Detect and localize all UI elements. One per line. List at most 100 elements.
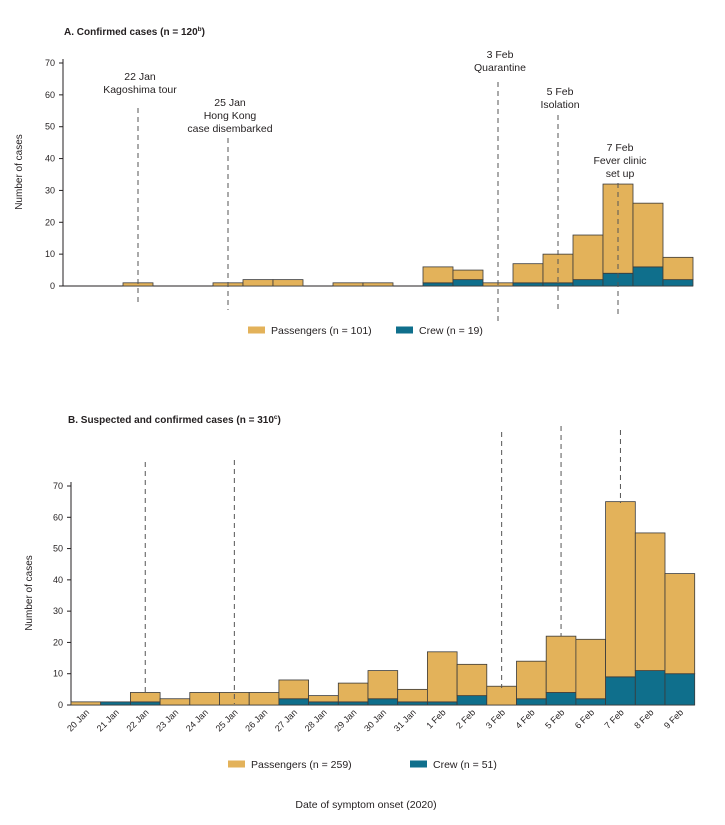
panel-b-legend-swatch-crew xyxy=(410,760,427,768)
panel-b-bar-crew xyxy=(634,670,666,706)
panel-b-bar-passengers xyxy=(308,695,339,703)
panel-b-x-tick-label: 22 Jan xyxy=(124,707,150,733)
panel-b-x-tick-label: 2 Feb xyxy=(454,707,477,730)
panel-a-event-annotation-line: Hong Kong xyxy=(204,110,257,122)
panel-a-y-tick-label: 30 xyxy=(45,185,55,195)
panel-a-event-annotation-line: 7 Feb xyxy=(607,142,634,154)
panel-a-event-annotation: 5 Feb Isolation xyxy=(540,86,579,111)
panel-b-x-tick-label: 3 Feb xyxy=(484,707,507,730)
panel-b-bar-crew xyxy=(516,698,547,706)
panel-a-bar-passengers xyxy=(242,279,274,287)
panel-a-event-annotation: 3 Feb Quarantine xyxy=(474,49,526,74)
panel-b-x-tick-label: 20 Jan xyxy=(65,707,91,733)
panel-b-bar-passengers xyxy=(605,501,636,678)
panel-b-legend-swatch-passengers xyxy=(228,760,245,768)
panel-a-bar-passengers xyxy=(362,282,394,287)
panel-b-y-tick-label: 30 xyxy=(53,606,63,616)
panel-a-bar-passengers xyxy=(512,263,544,284)
panel-b-bar-passengers xyxy=(397,688,428,703)
panel-b-x-tick-label: 4 Feb xyxy=(513,707,536,730)
panel-b-bar-passengers xyxy=(367,670,399,700)
panel-b-x-tick-label: 27 Jan xyxy=(273,707,299,733)
panel-a-y-tick-label: 10 xyxy=(45,249,55,259)
panel-b-bar-crew xyxy=(367,698,399,706)
panel-b-x-tick-label: 21 Jan xyxy=(95,707,121,733)
panel-b-bar-passengers xyxy=(278,679,309,700)
panel-b-bar-crew xyxy=(308,701,339,706)
panel-b-bar-crew xyxy=(129,701,161,706)
panel-b-y-tick-label: 50 xyxy=(53,544,63,554)
panel-b-bar-crew xyxy=(575,698,607,706)
panel-a-plot: 0 10 20 30 40 50 60 70 22 Jan Kagoshima tour 25 Ja… xyxy=(45,49,694,322)
panel-b-y-tick-label: 0 xyxy=(58,700,63,710)
panel-b-bar-passengers xyxy=(189,692,220,706)
panel-a-event-annotation: 22 Jan Kagoshima tour xyxy=(103,71,177,96)
panel-b-bar-passengers xyxy=(486,685,517,706)
panel-b-bar-passengers xyxy=(545,635,577,693)
panel-a-y-tick-label: 0 xyxy=(50,281,55,291)
panel-b-bar-crew xyxy=(426,701,458,706)
panel-b-x-tick-label: 23 Jan xyxy=(154,707,180,733)
panel-a-event-annotation: 25 Jan Hong Kong case disembarked xyxy=(187,97,272,135)
panel-a-event-annotation-line: set up xyxy=(606,168,635,180)
panel-a-bar-crew xyxy=(662,279,694,287)
panel-a-legend-swatch-crew xyxy=(396,326,413,334)
panel-b-y-tick-label: 40 xyxy=(53,575,63,585)
panel-a-bar-crew xyxy=(572,279,604,287)
panel-a-bar-passengers xyxy=(332,282,364,287)
panel-a-legend-swatch-passengers xyxy=(248,326,265,334)
panel-b-bar-passengers xyxy=(664,573,696,675)
panel-b-bar-crew xyxy=(545,692,577,706)
panel-a-bar-crew xyxy=(632,266,664,287)
panel-a-event-annotation: 7 Feb Fever clinic set up xyxy=(593,142,646,180)
panel-a-event-annotation-line: Quarantine xyxy=(474,62,526,74)
panel-b-title: B. Suspected and confirmed cases (n = 31… xyxy=(68,414,281,426)
panel-a-legend-label-passengers: Passengers (n = 101) xyxy=(271,325,372,337)
panel-a-bar-crew xyxy=(512,282,544,287)
panel-a-y-tick-label: 70 xyxy=(45,58,55,68)
panel-a-bar-passengers xyxy=(662,256,694,281)
panel-a-title: A. Confirmed cases (n = 120b) xyxy=(64,26,205,38)
panel-b-bar-crew xyxy=(100,701,131,706)
panel-b-bar-passengers xyxy=(248,692,280,706)
panel-b-bar-passengers xyxy=(426,651,458,703)
panel-a-event-annotation-line: Isolation xyxy=(540,99,579,111)
panel-b-x-tick-label: 28 Jan xyxy=(303,707,329,733)
panel-a-y-tick-label: 40 xyxy=(45,154,55,164)
panel-b-y-tick-label: 70 xyxy=(53,481,63,491)
panel-b-bar-passengers xyxy=(337,682,369,703)
panel-a-event-annotation-line: 5 Feb xyxy=(547,86,574,98)
panel-a-bar-passengers xyxy=(572,234,604,281)
panel-b-x-tick-label: 7 Feb xyxy=(603,707,626,730)
panel-b-x-tick-label: 1 Feb xyxy=(424,707,447,730)
panel-b-x-tick-label: 26 Jan xyxy=(243,707,269,733)
panel-b-x-tick-label: 29 Jan xyxy=(332,707,358,733)
panel-b-x-tick-label: 25 Jan xyxy=(214,707,240,733)
panel-b-bar-passengers xyxy=(634,532,666,671)
panel-b-bar-passengers xyxy=(575,638,607,700)
panel-a-bar-passengers xyxy=(632,202,664,268)
panel-b-x-tick-label: 9 Feb xyxy=(662,707,685,730)
panel-b-bar-passengers xyxy=(516,660,547,700)
panel-a-event-annotation-line: case disembarked xyxy=(187,123,272,135)
panel-b-y-tick-label: 60 xyxy=(53,512,63,522)
panel-b-bar-passengers xyxy=(129,692,161,703)
panel-b-x-tick-label: 6 Feb xyxy=(573,707,596,730)
panel-b-bar-crew xyxy=(605,676,636,706)
panel-a-event-annotation-line: Fever clinic xyxy=(593,155,646,167)
panel-a-bar-crew xyxy=(542,282,574,287)
panel-b-legend-label-crew: Crew (n = 51) xyxy=(433,759,497,771)
panel-b-bar-crew xyxy=(456,695,488,706)
panel-a-event-annotation-line: Kagoshima tour xyxy=(103,84,177,96)
panel-a-event-annotation-line: 25 Jan xyxy=(214,97,246,109)
panel-a-bar-passengers xyxy=(422,266,454,284)
panel-b-bar-crew xyxy=(337,701,369,706)
panel-a-bar-passengers xyxy=(452,269,484,281)
panel-b-y-axis-label: Number of cases xyxy=(24,555,35,631)
panel-a-y-tick-label: 60 xyxy=(45,90,55,100)
panel-b-x-tick-label: 31 Jan xyxy=(392,707,418,733)
panel-b-bar-passengers xyxy=(70,701,102,706)
panel-b-x-tick-label: 8 Feb xyxy=(632,707,655,730)
panel-a-bar-crew xyxy=(422,282,454,287)
